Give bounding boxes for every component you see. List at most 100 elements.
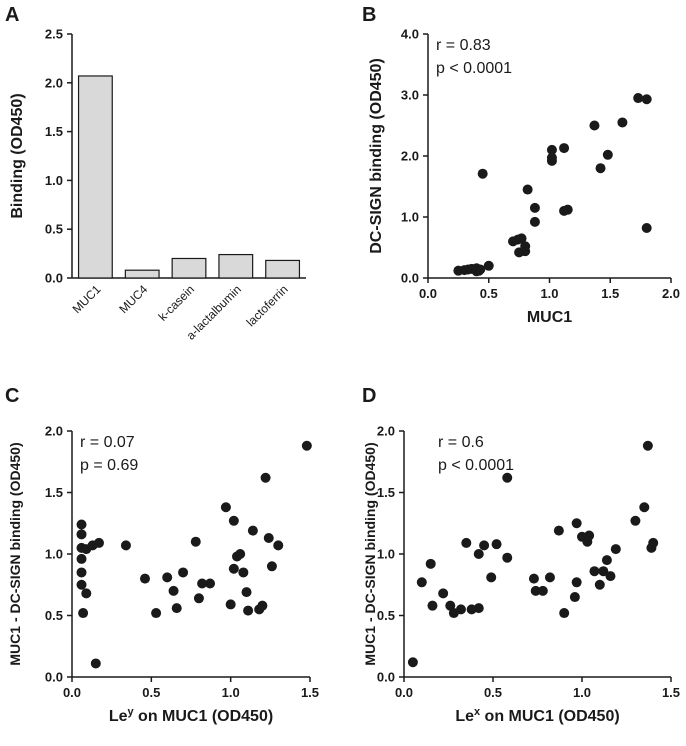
data-point <box>486 572 497 583</box>
data-point <box>479 540 490 551</box>
data-point <box>76 519 87 530</box>
x-tick-label: 2.0 <box>662 286 680 301</box>
panel-a-bar-chart: 0.0 0.5 1.0 1.5 2.0 2.5 Binding (OD450) MUC1 MUC… <box>9 27 306 343</box>
data-point <box>483 260 494 271</box>
data-point <box>516 233 527 244</box>
y-tick-label: 1.0 <box>377 547 395 562</box>
data-point <box>571 518 582 529</box>
data-point <box>559 143 570 154</box>
data-point <box>120 540 131 551</box>
data-point <box>205 578 216 589</box>
data-point <box>589 566 600 577</box>
data-point <box>641 94 652 105</box>
data-point <box>522 184 533 195</box>
p-value-label: p = 0.69 <box>80 457 138 474</box>
data-point <box>461 537 472 548</box>
data-point <box>273 540 284 551</box>
data-point <box>529 216 540 227</box>
bar-lactoferrin <box>265 259 301 279</box>
y-tick-label: 1.5 <box>45 485 63 500</box>
x-axis-label: Ley on MUC1 (OD450) <box>109 706 273 725</box>
x-tick-label: 0.0 <box>419 286 437 301</box>
x-axis-label-base: Le <box>455 708 474 725</box>
y-tick-label: 0.0 <box>377 670 395 685</box>
data-point <box>228 515 239 526</box>
y-tick-label: 1.5 <box>45 124 63 139</box>
data-point <box>473 603 484 614</box>
y-tick-label: 2.0 <box>45 424 63 439</box>
data-point <box>220 502 231 513</box>
y-tick-label: 1.0 <box>45 173 63 188</box>
bar-a-lactalbumin <box>218 253 254 279</box>
panel-letter-c: C <box>5 385 19 407</box>
data-point <box>530 585 541 596</box>
x-tick-label: 1.0 <box>573 685 591 700</box>
x-axis-label-superscript: x <box>474 706 481 718</box>
data-point <box>178 567 189 578</box>
x-axis-label-rest: on MUC1 (OD450) <box>134 708 274 725</box>
x-tick-label: 1.5 <box>601 286 619 301</box>
data-point <box>529 202 540 213</box>
data-point <box>425 558 436 569</box>
data-point <box>477 168 488 179</box>
data-point <box>633 93 644 104</box>
y-tick-label: 3.0 <box>401 88 419 103</box>
y-tick-label: 1.0 <box>401 210 419 225</box>
data-point <box>491 539 502 550</box>
x-category-label: MUC4 <box>116 282 150 316</box>
bar-k-casein <box>171 257 207 279</box>
correlation-r-label: r = 0.07 <box>80 434 135 451</box>
bar-muc4 <box>124 269 160 279</box>
y-tick-label: 0.0 <box>401 271 419 286</box>
data-point <box>601 555 612 566</box>
y-tick-label: 2.5 <box>45 27 63 42</box>
data-point <box>562 204 573 215</box>
data-point <box>642 440 653 451</box>
x-tick-label: 0.5 <box>480 286 498 301</box>
data-point <box>502 472 513 483</box>
x-axis-label-superscript: y <box>127 706 134 718</box>
x-tick-label: 1.5 <box>662 685 680 700</box>
data-point <box>197 578 208 589</box>
y-axis-label: DC-SIGN binding (OD450) <box>368 58 385 254</box>
x-axis-label: MUC1 <box>527 309 572 326</box>
data-point <box>151 608 162 619</box>
p-value-label: p < 0.0001 <box>438 457 514 474</box>
data-point <box>475 264 486 275</box>
data-point <box>266 561 277 572</box>
y-tick-label: 2.0 <box>377 424 395 439</box>
data-point <box>602 149 613 160</box>
data-point <box>241 587 252 598</box>
data-point <box>76 579 87 590</box>
data-point <box>553 525 564 536</box>
data-point <box>168 585 179 596</box>
data-point <box>617 117 628 128</box>
data-point <box>605 571 616 582</box>
panel-letter-a: A <box>5 4 19 26</box>
panel-c-scatter-plot: 0.0 0.5 1.0 1.5 2.0 MUC1 - DC-SIGN binding (O… <box>7 424 319 726</box>
data-point <box>228 563 239 574</box>
data-point <box>93 537 104 548</box>
correlation-r-label: r = 0.83 <box>436 37 491 54</box>
data-point <box>546 155 557 166</box>
panel-letter-b: B <box>362 4 376 26</box>
x-category-label: lactoferrin <box>244 282 291 329</box>
data-point <box>648 537 659 548</box>
y-tick-label: 2.0 <box>45 75 63 90</box>
data-point <box>301 440 312 451</box>
data-point <box>193 593 204 604</box>
data-point <box>455 604 466 615</box>
data-point <box>139 573 150 584</box>
data-point <box>260 472 271 483</box>
data-point <box>639 502 650 513</box>
data-point <box>520 241 531 252</box>
data-point <box>473 549 484 559</box>
data-point <box>528 573 539 584</box>
y-tick-label: 2.0 <box>401 149 419 164</box>
data-point <box>171 603 182 614</box>
data-point <box>641 222 652 233</box>
y-tick-label: 0.0 <box>45 271 63 286</box>
data-point <box>407 657 418 668</box>
data-point <box>263 533 274 544</box>
y-tick-label: 1.0 <box>45 547 63 562</box>
